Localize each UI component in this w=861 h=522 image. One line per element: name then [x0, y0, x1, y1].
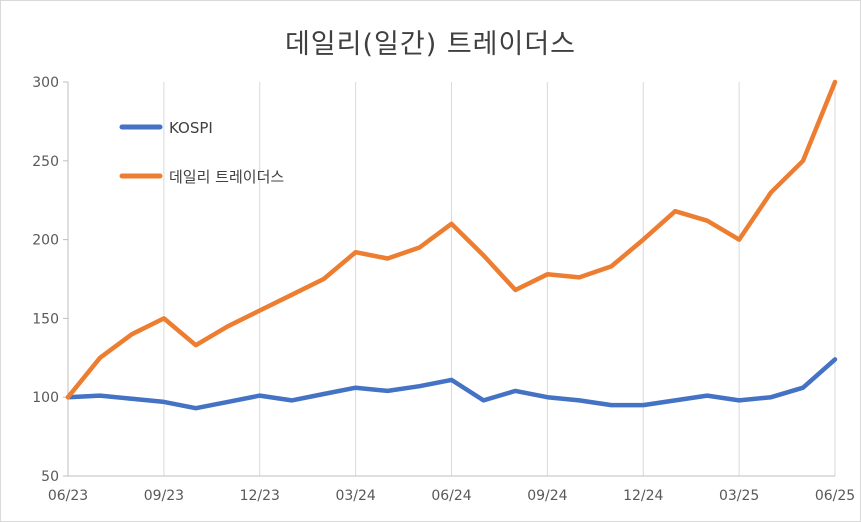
legend-label: 데일리 트레이더스 — [169, 168, 284, 186]
legend: KOSPI 데일리 트레이더스 — [119, 119, 284, 186]
daily-traders-line — [65, 79, 838, 400]
series-lines — [65, 79, 838, 411]
axes — [67, 82, 835, 477]
x-axis-ticks: 06/23 09/23 12/23 03/24 06/24 09/24 12/24 03/25… — [48, 488, 855, 504]
grid — [163, 82, 836, 476]
x-tick-label: 06/23 — [48, 488, 88, 504]
y-tick-label: 100 — [32, 390, 59, 406]
x-tick-label: 09/23 — [144, 488, 184, 504]
kospi-line — [65, 357, 838, 411]
x-tick-label: 12/23 — [240, 488, 280, 504]
chart-title: 데일리(일간) 트레이더스 — [284, 29, 577, 60]
legend-label: KOSPI — [169, 119, 213, 137]
y-tick-label: 250 — [32, 154, 59, 170]
y-tick-label: 150 — [32, 311, 59, 327]
x-tick-label: 03/25 — [719, 488, 759, 504]
x-tick-label: 06/25 — [815, 488, 855, 504]
x-tick-label: 03/24 — [335, 488, 375, 504]
x-tick-label: 12/24 — [623, 488, 663, 504]
x-tick-label: 06/24 — [431, 488, 471, 504]
y-tick-label: 50 — [41, 469, 59, 485]
x-tick-label: 09/24 — [527, 488, 567, 504]
y-tick-label: 200 — [32, 233, 59, 249]
y-tick-label: 300 — [32, 75, 59, 91]
y-axis-ticks: 50 100 150 200 250 300 — [32, 75, 68, 485]
